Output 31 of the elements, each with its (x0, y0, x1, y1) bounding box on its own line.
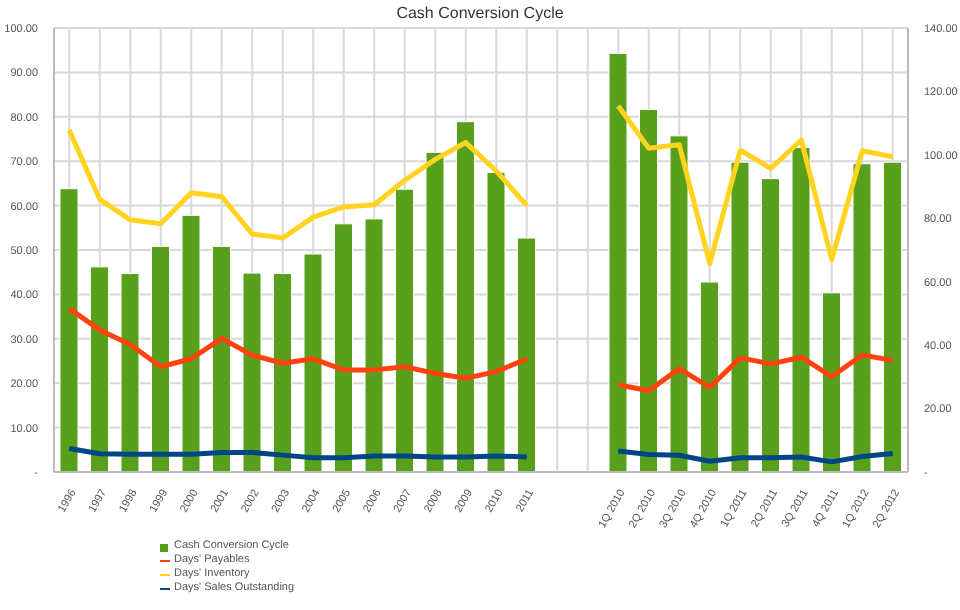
bar (852, 163, 872, 472)
bar (486, 171, 506, 472)
bar (730, 161, 750, 472)
bar (120, 273, 140, 472)
line-series (66, 127, 530, 241)
bar (364, 218, 384, 472)
bar (608, 52, 628, 472)
bar (242, 272, 262, 472)
bar (791, 147, 811, 472)
bar (303, 253, 323, 472)
bar (395, 188, 414, 472)
bar (90, 266, 109, 472)
bar (151, 245, 170, 472)
line-series (615, 352, 896, 394)
bar (517, 237, 536, 472)
line-series (615, 103, 896, 267)
bar (273, 273, 292, 472)
bar (761, 178, 780, 472)
bar (639, 109, 658, 472)
bar (59, 188, 79, 472)
bar (883, 161, 902, 472)
bar (212, 245, 231, 472)
bar (181, 214, 201, 472)
line-series (66, 306, 530, 381)
bar (669, 135, 689, 472)
chart-title: Cash Conversion Cycle (394, 4, 566, 22)
bar (456, 121, 475, 472)
bar (822, 292, 841, 472)
bar (334, 223, 353, 472)
bar (425, 151, 445, 472)
bar (700, 281, 719, 472)
